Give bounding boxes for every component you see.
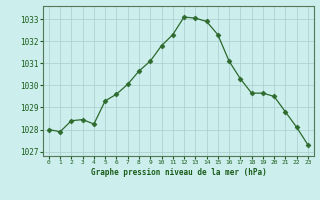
X-axis label: Graphe pression niveau de la mer (hPa): Graphe pression niveau de la mer (hPa) [91,168,266,177]
